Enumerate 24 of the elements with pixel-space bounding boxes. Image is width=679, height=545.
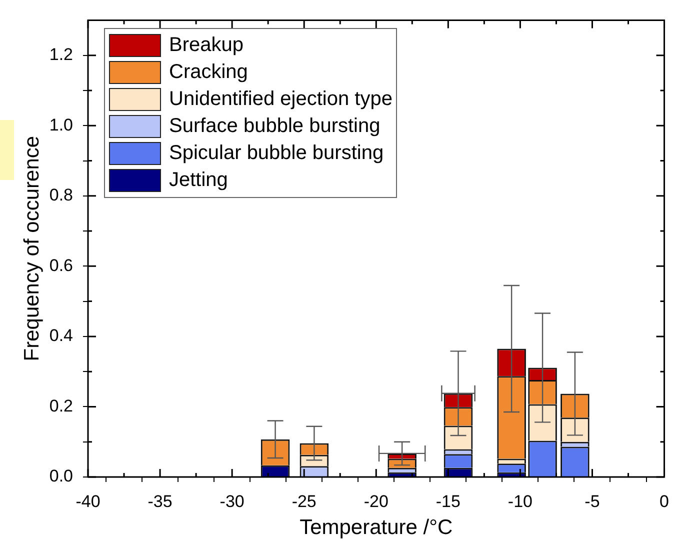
x-tick-label: -5 (584, 492, 600, 511)
x-tick-label: -10 (508, 492, 532, 511)
legend-label: Unidentified ejection type (169, 87, 392, 112)
y-axis-title: Frequency of occurence (20, 136, 44, 362)
y-tick-label: 0.2 (49, 396, 73, 416)
y-tick-label: 0.4 (49, 326, 73, 346)
y-tick-label: 0.0 (49, 466, 73, 486)
x-tick-label: -25 (292, 492, 316, 511)
legend-label: Spicular bubble bursting (169, 141, 384, 166)
x-tick-label: -40 (76, 492, 100, 511)
legend-label: Cracking (169, 60, 248, 86)
legend-label: Jetting (169, 168, 228, 194)
x-tick-label: -15 (436, 492, 460, 511)
y-tick-label: 0.6 (49, 256, 73, 275)
y-tick-label: 1.0 (49, 115, 73, 134)
x-axis-title: Temperature /°C (300, 516, 453, 540)
x-tick-label: -20 (364, 492, 388, 511)
x-tick-label: 0 (660, 492, 670, 511)
y-tick-label: 1.2 (49, 45, 73, 64)
legend-label: Breakup (169, 33, 244, 58)
legend-label: Surface bubble bursting (169, 114, 380, 140)
x-tick-label: -30 (220, 492, 244, 511)
y-tick-label: 0.8 (49, 186, 73, 205)
x-tick-label: -35 (148, 492, 172, 511)
